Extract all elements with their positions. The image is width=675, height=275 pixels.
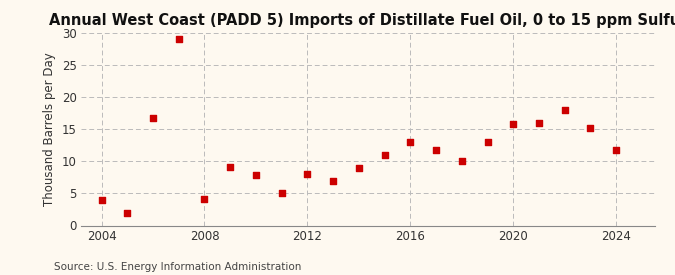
Point	[250, 173, 261, 177]
Point	[508, 122, 518, 126]
Point	[328, 179, 339, 183]
Point	[456, 158, 467, 163]
Point	[533, 121, 544, 125]
Point	[431, 148, 441, 152]
Point	[585, 126, 596, 130]
Point	[482, 140, 493, 144]
Point	[354, 166, 364, 170]
Title: Annual West Coast (PADD 5) Imports of Distillate Fuel Oil, 0 to 15 ppm Sulfur: Annual West Coast (PADD 5) Imports of Di…	[49, 13, 675, 28]
Point	[173, 37, 184, 42]
Y-axis label: Thousand Barrels per Day: Thousand Barrels per Day	[43, 52, 57, 206]
Point	[225, 165, 236, 169]
Point	[302, 172, 313, 176]
Point	[96, 198, 107, 202]
Point	[560, 108, 570, 112]
Point	[405, 140, 416, 144]
Point	[379, 153, 390, 157]
Point	[199, 197, 210, 201]
Text: Source: U.S. Energy Information Administration: Source: U.S. Energy Information Administ…	[54, 262, 301, 272]
Point	[276, 191, 287, 196]
Point	[148, 116, 159, 120]
Point	[122, 210, 133, 215]
Point	[611, 148, 622, 152]
